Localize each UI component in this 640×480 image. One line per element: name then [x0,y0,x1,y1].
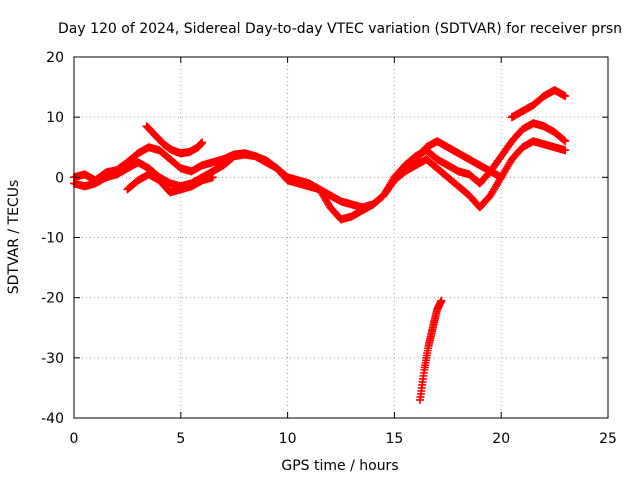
x-tick-label: 5 [176,431,185,447]
y-tick-label: -40 [41,411,64,427]
data-point [497,173,506,182]
series-sat-g [416,296,446,404]
series-sat-d [123,170,217,197]
x-tick-label: 15 [385,431,403,447]
axes: 0 5 10 15 20 25 -40 -30 -20 -10 0 10 20 [41,50,617,447]
data-point [561,92,570,101]
y-tick-label: -20 [41,291,64,307]
series-sat-f [507,86,570,122]
y-tick-label: -30 [41,351,64,367]
data-point [561,146,570,155]
data-point [198,138,207,147]
x-tick-label: 25 [599,431,617,447]
y-tick-label: 0 [55,170,64,186]
x-tick-label: 10 [279,431,297,447]
data-layer [70,86,570,404]
series-sat-c [142,122,207,158]
data-point [208,173,217,182]
x-axis-label: GPS time / hours [281,458,398,474]
data-point [561,137,570,146]
y-axis-label: SDTVAR / TECUs [6,180,22,295]
series-sat-e [401,137,506,182]
x-tick-label: 0 [70,431,79,447]
y-tick-label: 20 [46,50,64,66]
y-tick-label: -10 [41,231,64,247]
chart-title: Day 120 of 2024, Sidereal Day-to-day VTE… [58,21,622,37]
data-point [437,296,446,305]
x-tick-label: 20 [492,431,510,447]
y-tick-label: 10 [46,110,64,126]
data-point [560,136,569,145]
